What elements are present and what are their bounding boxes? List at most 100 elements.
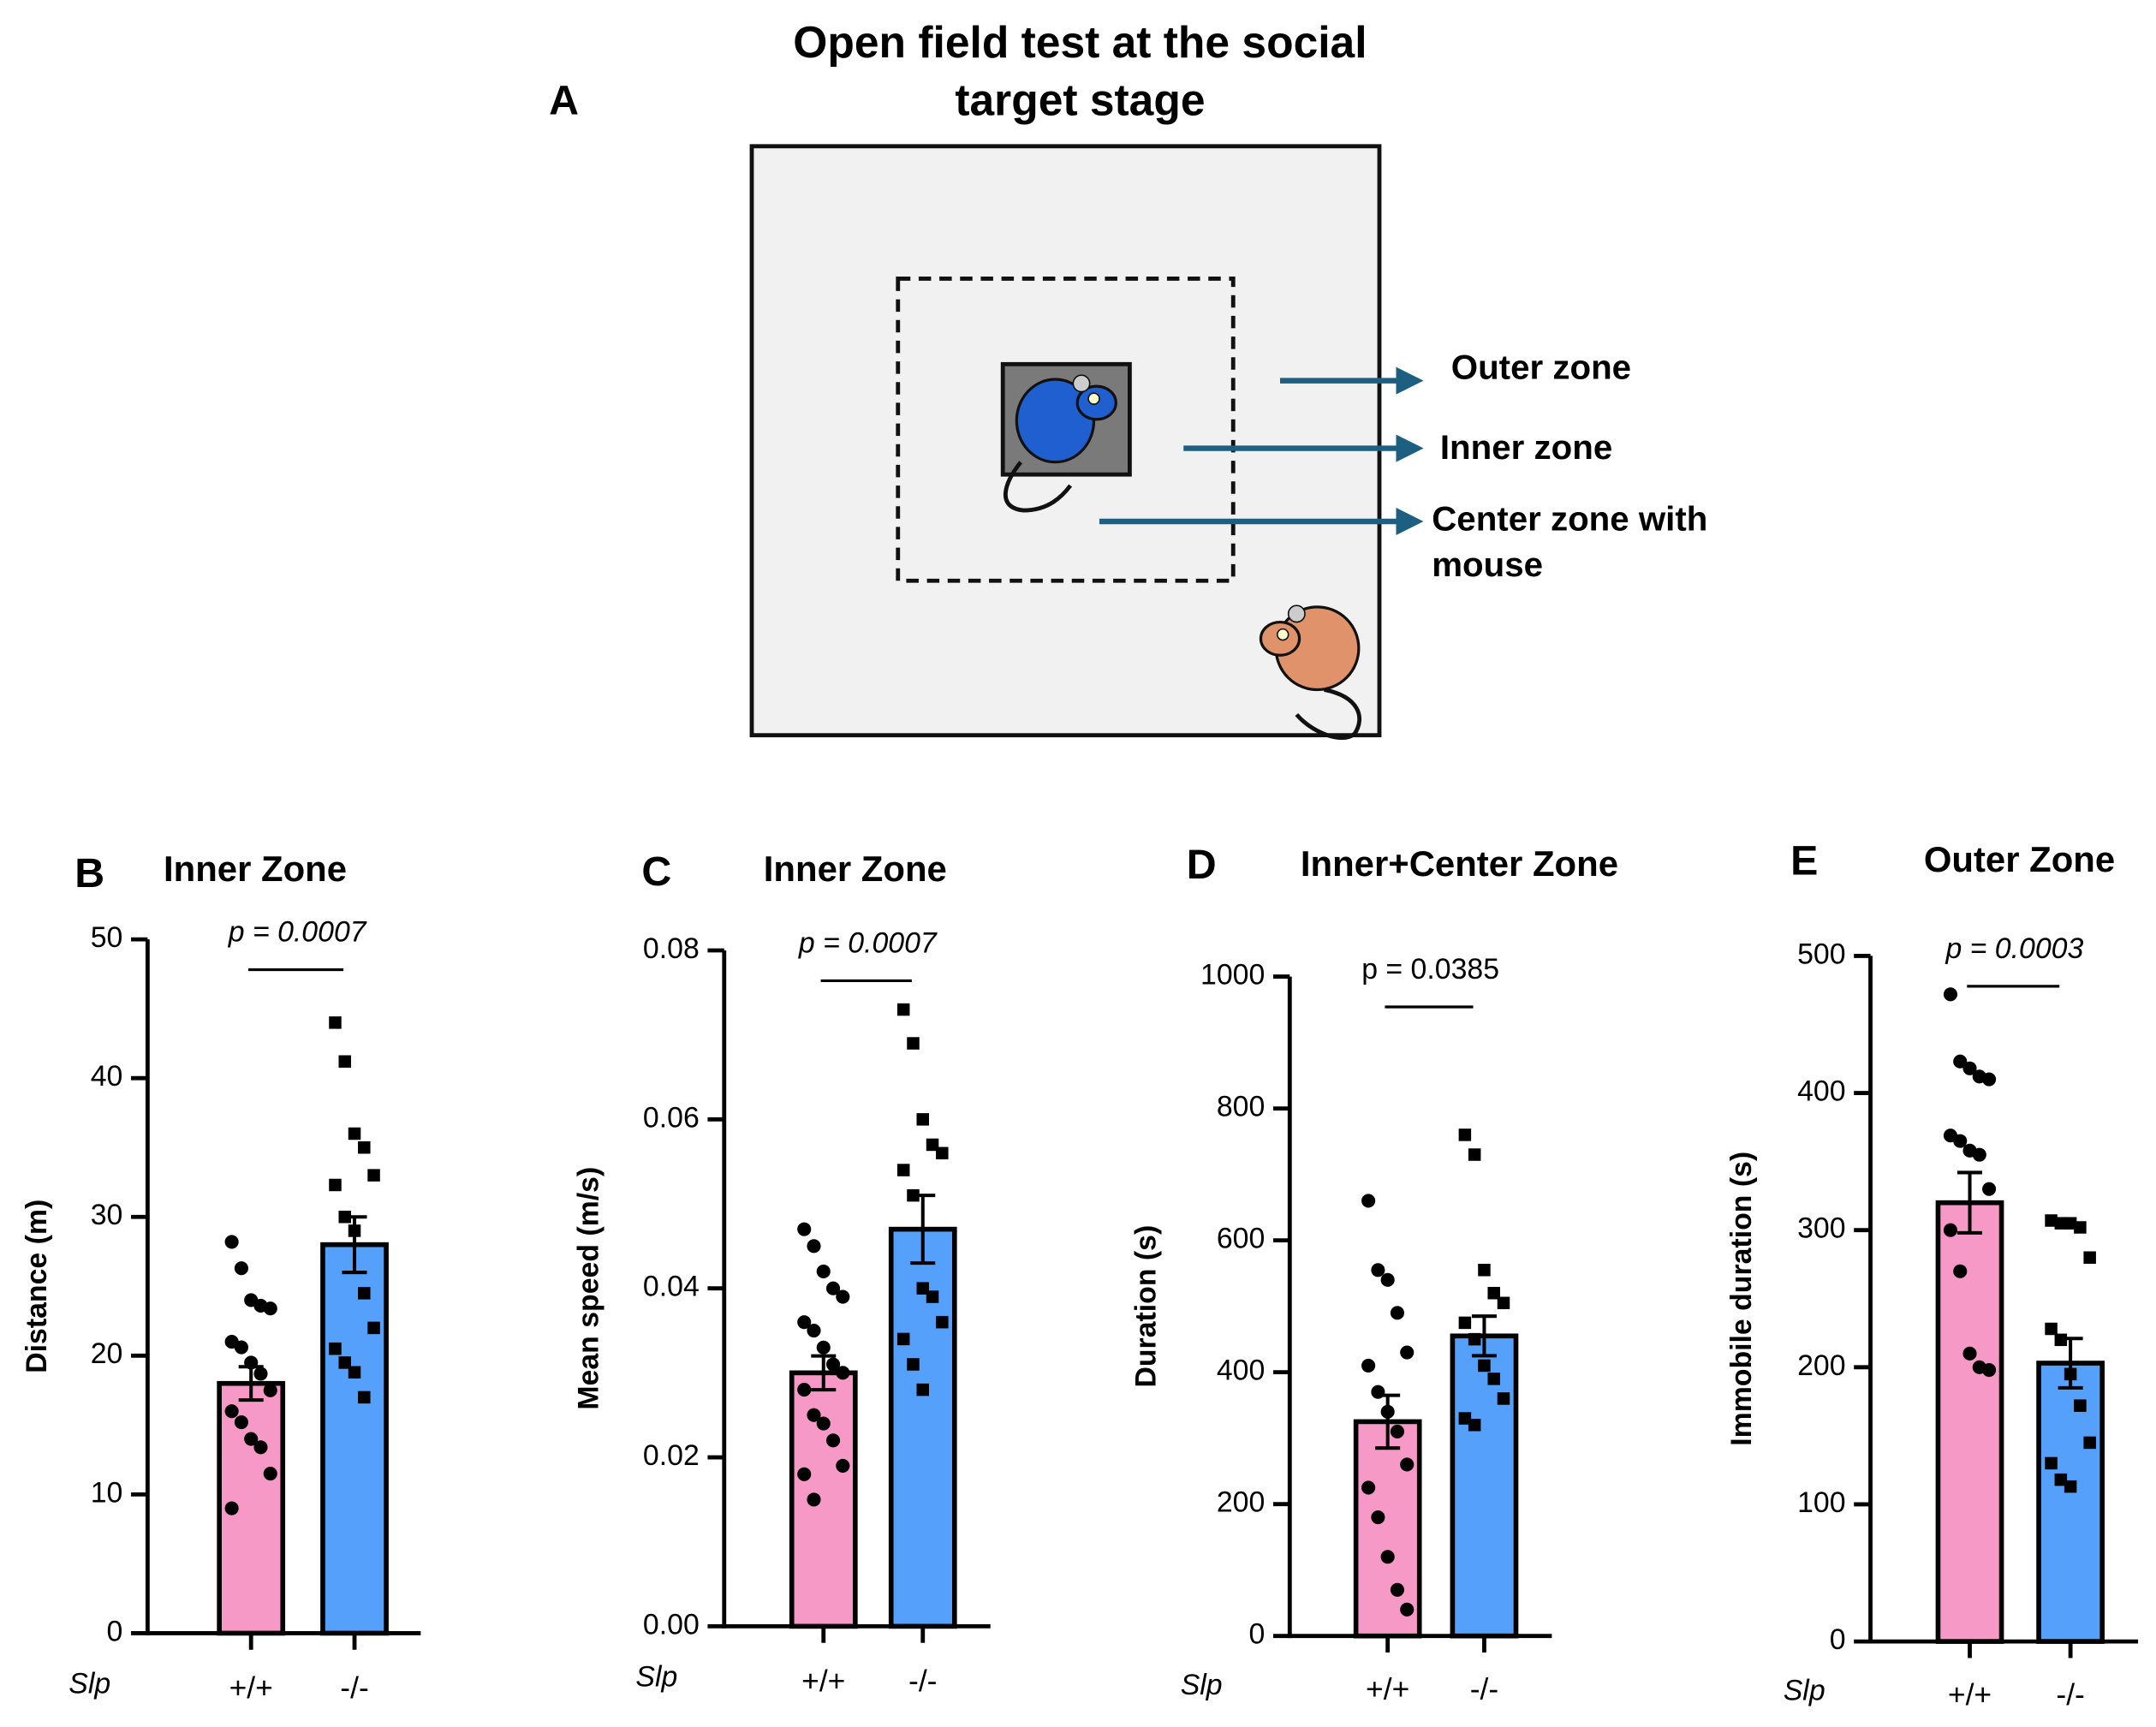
data-point (816, 1264, 831, 1279)
data-point (1497, 1296, 1510, 1310)
data-point (836, 1289, 850, 1304)
data-point (1487, 1286, 1500, 1300)
inner-zone (896, 277, 1236, 583)
data-point (807, 1239, 821, 1254)
data-point (797, 1222, 812, 1236)
y-tick-label: 0.00 (643, 1608, 700, 1641)
y-tick-label: 300 (1797, 1212, 1845, 1245)
x-tick-label: +/+ (801, 1664, 845, 1698)
data-point (234, 1261, 248, 1276)
y-tick-label: 0 (1248, 1618, 1265, 1651)
orange-mouse (1259, 604, 1362, 740)
data-point (1982, 1362, 1997, 1378)
data-point (224, 1235, 239, 1249)
data-point (2064, 1217, 2077, 1230)
data-point (916, 1113, 930, 1126)
data-point (234, 1415, 248, 1430)
data-point (2054, 1333, 2068, 1347)
data-point (1458, 1129, 1472, 1141)
data-point (338, 1210, 352, 1224)
data-point (936, 1315, 949, 1329)
y-tick-label: 800 (1217, 1091, 1265, 1123)
error-bar (811, 1354, 837, 1392)
x-tick-label: -/- (1470, 1671, 1498, 1706)
y-axis-label: Distance (m) (21, 1200, 53, 1373)
data-point (2074, 1221, 2087, 1234)
data-point (797, 1315, 812, 1330)
data-point (1468, 1418, 1481, 1432)
data-point (825, 1357, 841, 1372)
data-point (916, 1383, 930, 1396)
data-point (338, 1356, 352, 1369)
data-point (1380, 1272, 1395, 1287)
data-point (896, 1164, 910, 1176)
data-point (2045, 1322, 2058, 1336)
data-point (1390, 1306, 1405, 1320)
chart-title: Inner+Center Zone (1301, 843, 1618, 884)
p-value: p = 0.0385 (1361, 953, 1499, 986)
data-point (2064, 1367, 2077, 1381)
bar (789, 1370, 858, 1629)
data-point (329, 1178, 342, 1192)
x-tick-label: -/- (908, 1664, 937, 1698)
data-point (1943, 1223, 1958, 1237)
data-point (1371, 1510, 1385, 1525)
data-point (825, 1281, 841, 1295)
group-label: Slp (68, 1668, 110, 1700)
data-point (926, 1138, 939, 1152)
data-point (1982, 1072, 1997, 1087)
p-value: p = 0.0007 (228, 916, 367, 949)
data-point (797, 1383, 812, 1397)
data-point (348, 1224, 361, 1237)
data-point (1390, 1424, 1405, 1438)
data-point (907, 1188, 920, 1202)
data-point (2083, 1436, 2096, 1450)
data-point (896, 1332, 910, 1346)
bar (320, 1242, 389, 1636)
data-point (1361, 1358, 1376, 1373)
data-point (224, 1501, 239, 1516)
panel-letter: D (1187, 842, 1217, 888)
y-tick-label: 600 (1217, 1223, 1265, 1255)
data-point (1371, 1385, 1385, 1399)
data-point (2074, 1399, 2087, 1412)
data-point (244, 1432, 259, 1446)
data-point (2083, 1251, 2096, 1264)
y-tick-label: 0 (107, 1615, 123, 1647)
data-point (329, 1342, 342, 1355)
data-point (263, 1301, 277, 1316)
y-tick-label: 1000 (1200, 959, 1265, 992)
data-point (1361, 1480, 1376, 1495)
data-point (1380, 1550, 1395, 1564)
data-point (807, 1323, 821, 1338)
panel-letter: C (641, 849, 671, 895)
data-point (367, 1321, 380, 1335)
data-point (907, 1037, 920, 1050)
bar (1935, 1200, 2004, 1644)
data-point (807, 1408, 821, 1422)
data-point (263, 1467, 277, 1481)
y-tick-label: 40 (91, 1060, 123, 1093)
y-tick-label: 0.02 (643, 1439, 700, 1472)
blue-mouse (1004, 374, 1117, 513)
chart-title: Inner Zone (164, 849, 347, 889)
x-tick-label: -/- (340, 1670, 368, 1705)
data-point (2045, 1456, 2058, 1470)
chart-title: Outer Zone (1924, 839, 2115, 879)
data-point (348, 1127, 361, 1140)
diagram-title: target stage (955, 74, 1205, 124)
zone-label: mouse (1432, 545, 1543, 584)
data-point (1468, 1148, 1481, 1161)
data-point (1943, 987, 1958, 1002)
data-point (896, 1003, 910, 1016)
data-point (263, 1383, 277, 1397)
data-point (1962, 1061, 1977, 1075)
data-point (253, 1367, 268, 1381)
y-axis-label: Mean speed (m/s) (572, 1167, 605, 1410)
p-value: p = 0.0007 (798, 926, 938, 959)
data-point (1468, 1332, 1481, 1346)
y-tick-label: 0 (1830, 1623, 1846, 1656)
diagram-title: Open field test at the social (793, 17, 1367, 67)
panel-letter: B (74, 850, 104, 896)
panel-letter: E (1790, 837, 1818, 884)
